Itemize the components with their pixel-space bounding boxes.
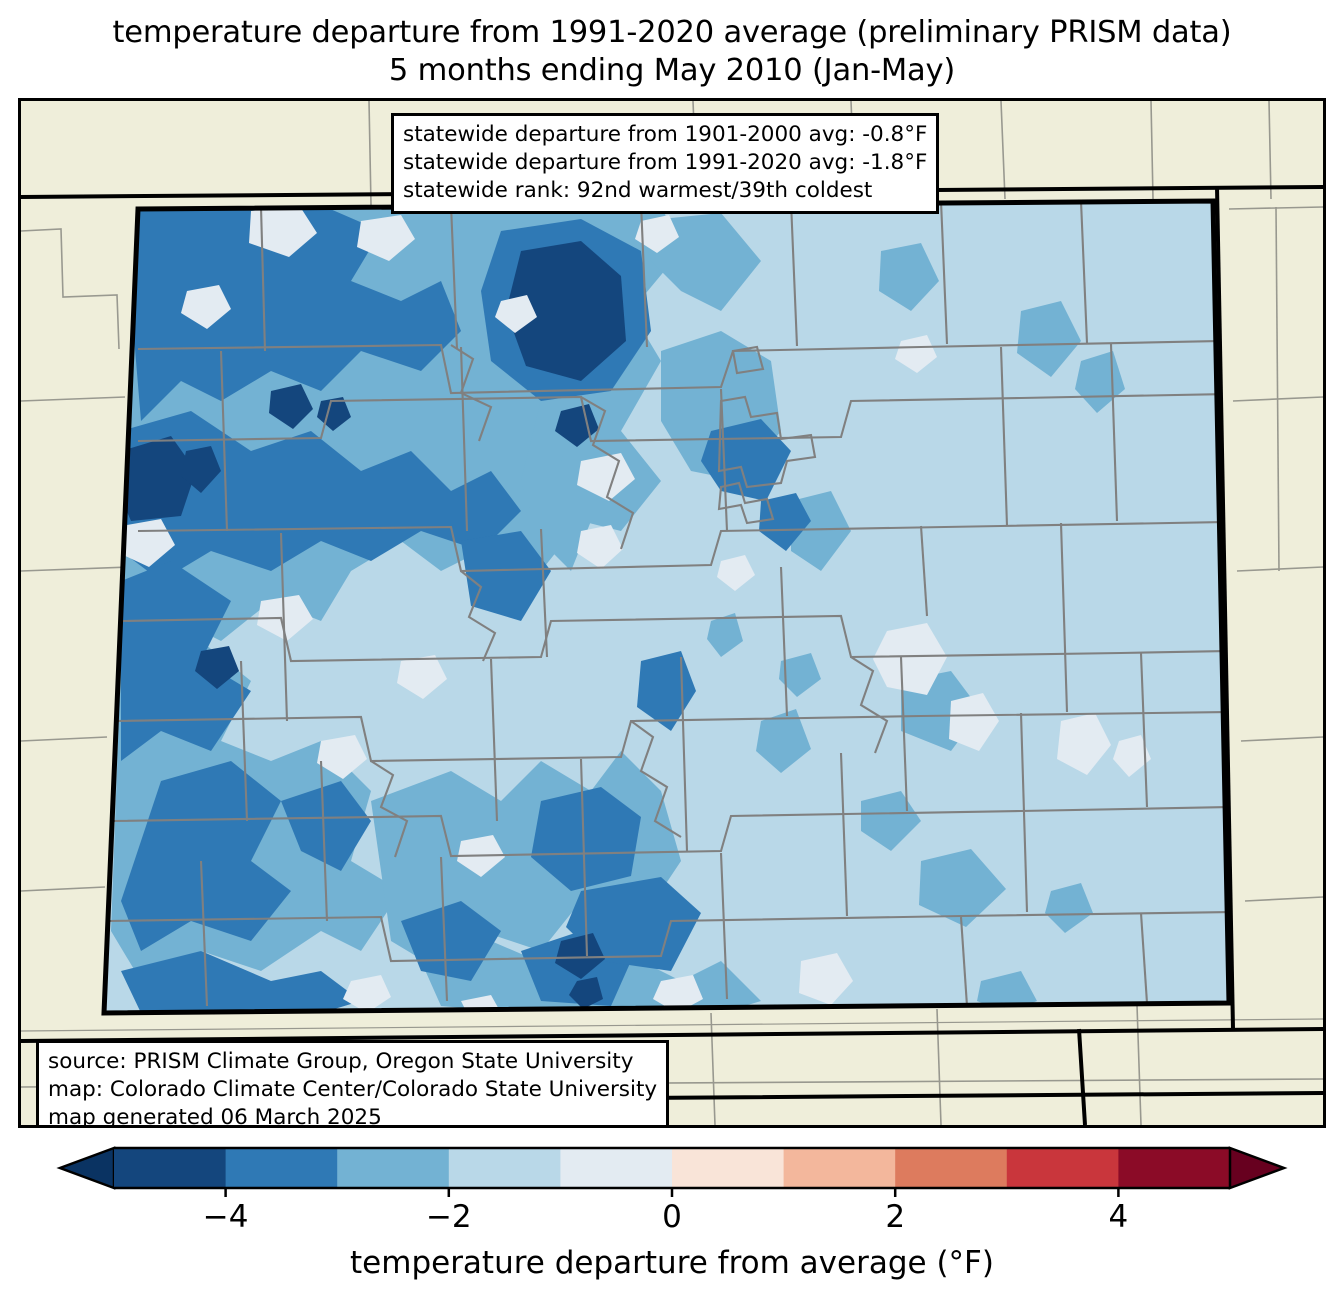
colorbar-swatches xyxy=(56,1146,1288,1197)
colorbar-band-1 xyxy=(225,1148,338,1188)
contour-band-minus5-to-minus4 xyxy=(116,241,626,1009)
colorbar-tick-label-1: −2 xyxy=(425,1199,472,1235)
county-boundaries xyxy=(108,201,1229,1007)
colorbar-legend: −4 −2 0 2 4 temperature departure from avera… xyxy=(0,1140,1344,1299)
colorbar-band-7 xyxy=(895,1148,1008,1188)
colorbar-band-8 xyxy=(1006,1148,1119,1188)
colorbar-band-4 xyxy=(560,1148,673,1188)
colorbar-band-group xyxy=(56,1146,1288,1190)
stats-line-2: statewide departure from 1991-2020 avg: … xyxy=(403,149,928,175)
statistics-box: statewide departure from 1901-2000 avg: … xyxy=(391,113,940,215)
source-box: source: PRISM Climate Group, Oregon Stat… xyxy=(36,1040,670,1128)
colorbar-band-9 xyxy=(1118,1148,1231,1188)
page-title: temperature departure from 1991-2020 ave… xyxy=(0,14,1344,91)
title-line-1: temperature departure from 1991-2020 ave… xyxy=(112,15,1232,50)
colorbar-band-0 xyxy=(114,1148,227,1188)
stats-line-1: statewide departure from 1901-2000 avg: … xyxy=(403,122,928,147)
stats-line-3: statewide rank: 92nd warmest/39th coldes… xyxy=(403,177,873,203)
colorbar-over-cap xyxy=(1228,1146,1288,1190)
colorbar-band-3 xyxy=(448,1148,561,1188)
map-panel: statewide departure from 1901-2000 avg: … xyxy=(18,98,1326,1128)
colorbar-axis-label: temperature departure from average (°F) xyxy=(350,1245,994,1281)
colorbar-tick-label-0: −4 xyxy=(202,1199,249,1235)
colorado-temperature-departure-map xyxy=(21,101,1323,1125)
source-line-3: map generated 06 March 2025 xyxy=(48,1104,382,1128)
colorbar-under-cap xyxy=(56,1146,116,1190)
colorbar-band-2 xyxy=(337,1148,450,1188)
colorbar-tick-label-4: 4 xyxy=(1108,1199,1129,1235)
colorbar-band-6 xyxy=(783,1148,896,1188)
colorbar-tick-marks xyxy=(224,1188,1120,1197)
temperature-contour-fills xyxy=(104,201,1229,1013)
source-line-2: map: Colorado Climate Center/Colorado St… xyxy=(48,1076,658,1102)
colorbar-tick-label-2: 0 xyxy=(662,1199,682,1235)
colorbar-tick-label-3: 2 xyxy=(885,1199,906,1235)
title-line-2: 5 months ending May 2010 (Jan-May) xyxy=(388,53,956,89)
source-line-1: source: PRISM Climate Group, Oregon Stat… xyxy=(48,1049,634,1074)
colorbar-band-5 xyxy=(672,1148,785,1188)
colorbar-tick-labels: −4 −2 0 2 4 xyxy=(0,1202,1344,1248)
